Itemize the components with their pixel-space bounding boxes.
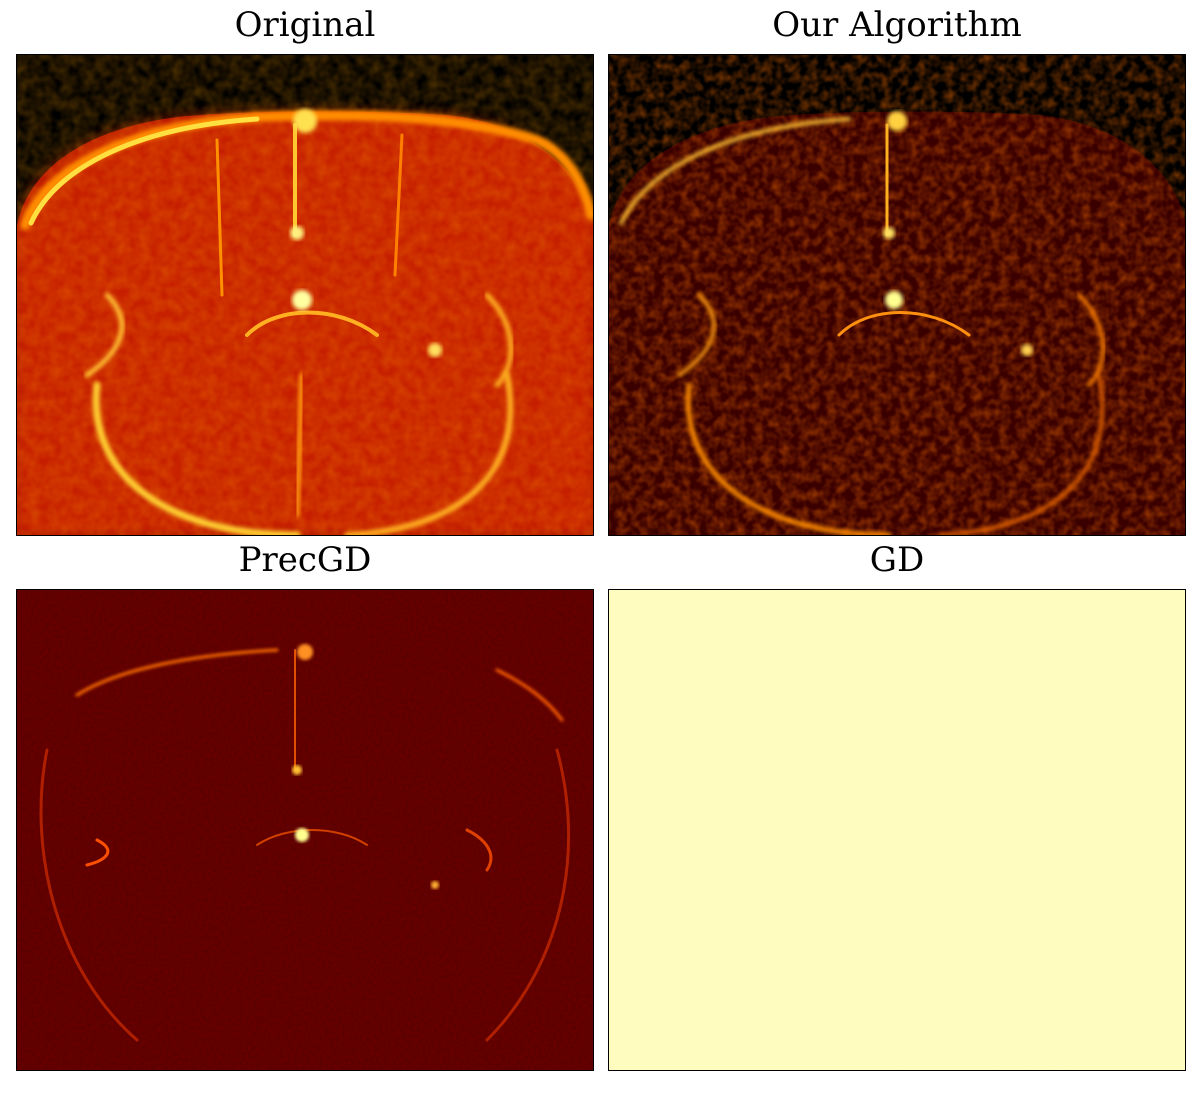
- precgd-panel-title: PrecGD: [238, 540, 372, 580]
- gd-brain-image: [608, 589, 1186, 1071]
- precgd-brain-image: [16, 589, 594, 1071]
- our-algorithm-brain-image: [608, 54, 1186, 536]
- our-algorithm-panel-title: Our Algorithm: [772, 5, 1022, 45]
- original-brain-image: [16, 54, 594, 536]
- gd-panel-title: GD: [869, 540, 925, 580]
- original-panel-title: Original: [234, 5, 376, 45]
